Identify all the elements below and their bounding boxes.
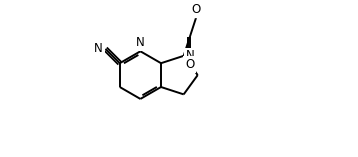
Text: O: O bbox=[185, 58, 194, 71]
Text: N: N bbox=[136, 36, 145, 49]
Text: O: O bbox=[191, 3, 200, 16]
Text: N: N bbox=[94, 42, 103, 54]
Text: N: N bbox=[186, 49, 194, 62]
